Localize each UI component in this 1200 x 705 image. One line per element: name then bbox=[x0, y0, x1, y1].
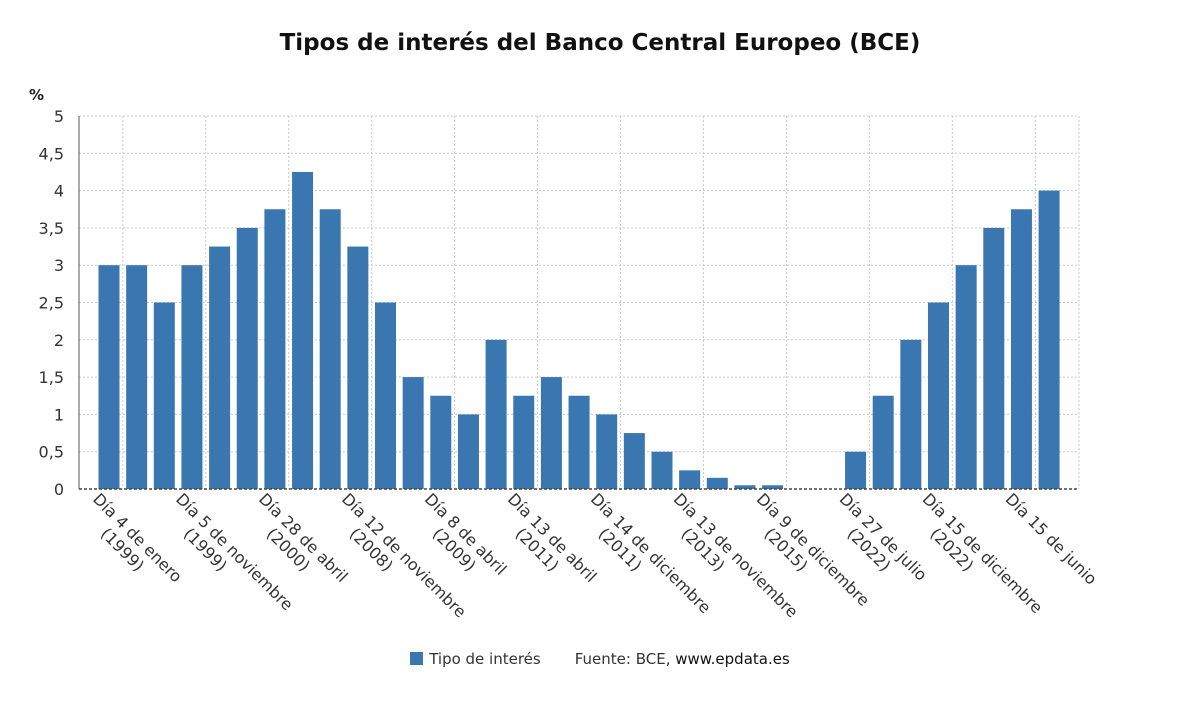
bar bbox=[679, 470, 701, 489]
bar bbox=[485, 339, 507, 489]
legend-series-label: Tipo de interés bbox=[429, 650, 541, 668]
bar bbox=[623, 433, 645, 489]
bar bbox=[264, 209, 286, 489]
bar bbox=[651, 451, 673, 489]
y-tick-label: 2 bbox=[54, 331, 64, 350]
source-note: Fuente: BCE, www.epdata.es bbox=[575, 650, 790, 668]
y-tick-label: 5 bbox=[54, 107, 64, 126]
source-prefix: Fuente: BCE, bbox=[574, 650, 676, 668]
bar bbox=[845, 451, 867, 489]
bar bbox=[181, 265, 203, 489]
bar bbox=[706, 477, 728, 489]
y-tick-label: 4 bbox=[54, 182, 64, 201]
bar bbox=[734, 485, 756, 489]
bar bbox=[983, 227, 1005, 489]
bar bbox=[209, 246, 231, 489]
bars-layer bbox=[98, 171, 1060, 489]
y-tick-label: 2,5 bbox=[39, 294, 64, 313]
x-tick-label: Día 13 de abril(2011) bbox=[490, 489, 600, 599]
y-tick-label: 3 bbox=[54, 256, 64, 275]
y-tick-label: 0,5 bbox=[39, 443, 64, 462]
bar bbox=[402, 377, 424, 489]
x-tick-label: Día 4 de enero(1999) bbox=[76, 489, 186, 599]
source-link[interactable]: www.epdata.es bbox=[675, 650, 790, 668]
bar bbox=[457, 414, 479, 489]
bar bbox=[568, 395, 590, 489]
bar bbox=[126, 265, 148, 489]
bar bbox=[319, 209, 341, 489]
bar bbox=[292, 171, 314, 489]
legend-swatch bbox=[410, 652, 424, 665]
y-tick-label: 3,5 bbox=[39, 219, 64, 238]
bar bbox=[347, 246, 369, 489]
bar bbox=[430, 395, 452, 489]
chart-title: Tipos de interés del Banco Central Europ… bbox=[279, 30, 921, 56]
bar bbox=[236, 227, 258, 489]
bar bbox=[955, 265, 977, 489]
bar bbox=[153, 302, 175, 489]
bar bbox=[596, 414, 618, 489]
bar bbox=[900, 339, 922, 489]
bar bbox=[540, 377, 562, 489]
y-tick-label: 4,5 bbox=[39, 144, 64, 163]
bar bbox=[928, 302, 949, 489]
legend: Tipo de interés Fuente: BCE, www.epdata.e… bbox=[0, 650, 1200, 668]
bar bbox=[872, 395, 894, 489]
y-axis-label: % bbox=[29, 86, 44, 104]
bar bbox=[513, 395, 535, 489]
bar bbox=[762, 485, 784, 489]
bar bbox=[1010, 209, 1032, 489]
axes-layer bbox=[78, 116, 1079, 490]
bar bbox=[375, 302, 396, 489]
y-tick-label: 1 bbox=[54, 405, 64, 424]
y-tick-label: 1,5 bbox=[39, 368, 64, 387]
y-tick-label: 0 bbox=[54, 480, 64, 499]
bar bbox=[98, 265, 120, 489]
bar bbox=[1038, 190, 1060, 489]
